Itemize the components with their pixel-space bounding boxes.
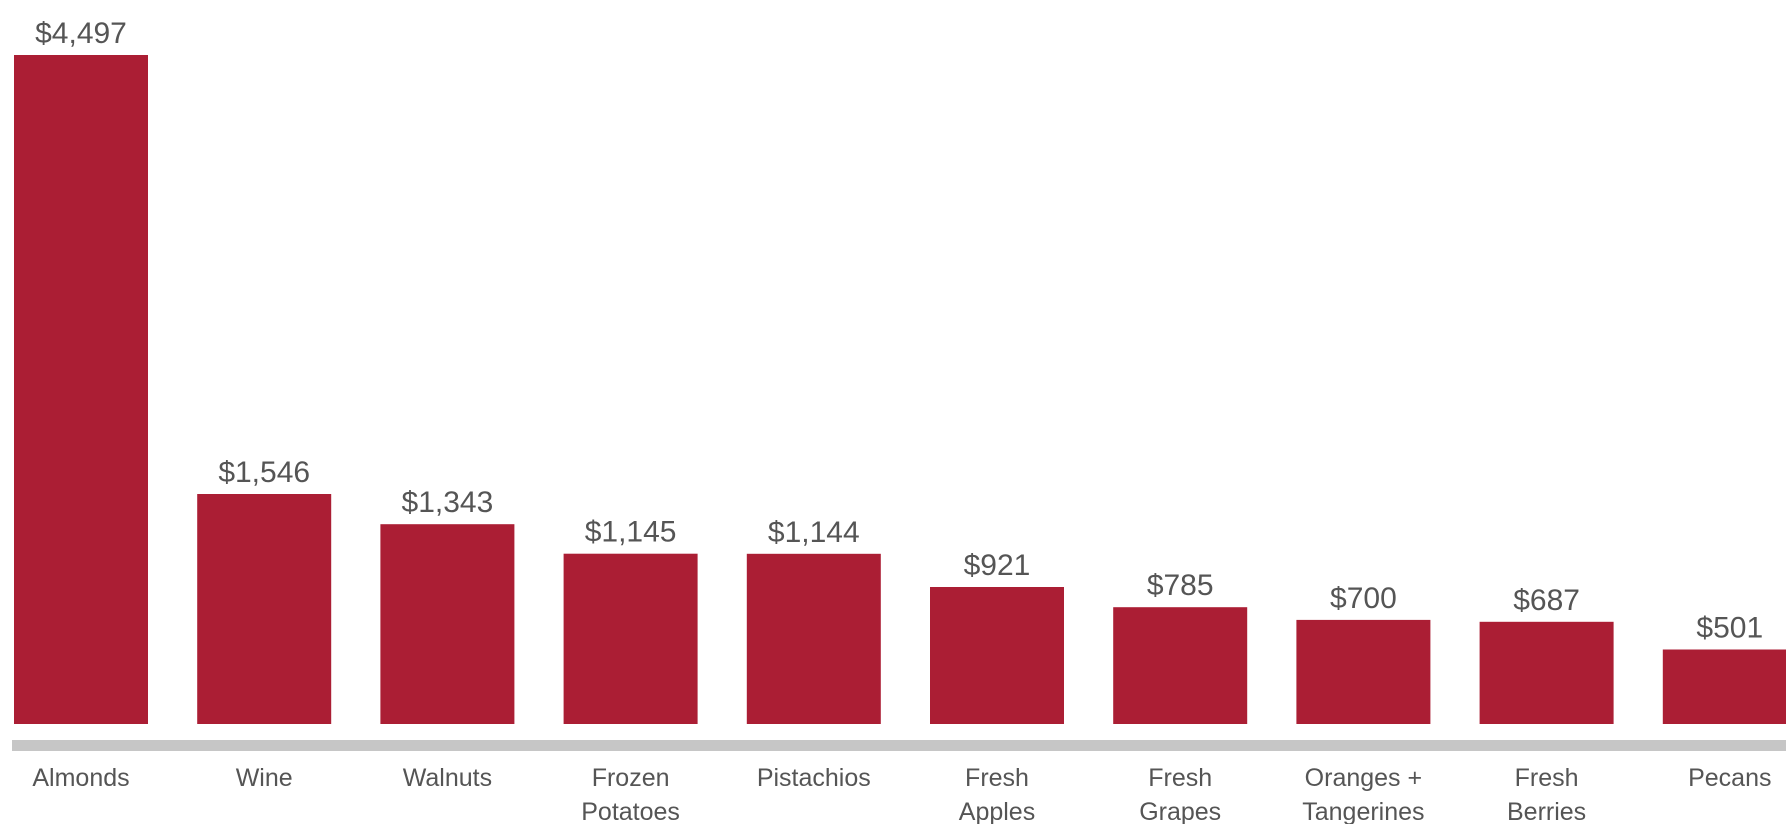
bar-pistachios [746, 553, 881, 724]
bar-almonds [14, 55, 148, 724]
bar-fresh-apples [930, 587, 1064, 724]
value-label-wine: $1,546 [218, 456, 310, 489]
value-label-pecans: $501 [1696, 612, 1763, 645]
bars-group [14, 55, 1786, 724]
category-label-pistachios: Pistachios [757, 764, 871, 792]
bar-wine [197, 494, 332, 724]
bar-frozen-potatoes [563, 553, 698, 724]
value-labels-group: $4,497 $1,546 $1,343 $1,145 $1,144 $921 $785 $7… [35, 17, 1763, 645]
category-label-oranges-tangerines: Oranges + Tangerines [1302, 764, 1424, 824]
category-label-fresh-apples: Fresh Apples [959, 764, 1035, 824]
value-label-frozen-potatoes: $1,145 [585, 516, 677, 549]
category-label-frozen-potatoes: Frozen Potatoes [581, 764, 680, 824]
value-label-walnuts: $1,343 [402, 486, 494, 519]
bar-fresh-grapes [1113, 607, 1248, 724]
category-label-fresh-berries: Fresh Berries [1507, 764, 1586, 824]
value-label-almonds: $4,497 [35, 17, 127, 50]
bar-walnuts [380, 524, 515, 724]
x-axis-baseline [12, 740, 1786, 751]
category-label-fresh-grapes: Fresh Grapes [1139, 764, 1221, 824]
value-label-fresh-berries: $687 [1513, 584, 1580, 617]
bar-pecans [1662, 649, 1786, 724]
bar-fresh-berries [1479, 621, 1614, 724]
bar-oranges-tangerines [1296, 619, 1431, 724]
category-label-walnuts: Walnuts [403, 764, 492, 792]
value-label-pistachios: $1,144 [768, 516, 860, 549]
category-labels-group: Almonds Wine Walnuts Frozen Potatoes Pistachi… [32, 764, 1771, 824]
value-label-fresh-apples: $921 [964, 549, 1031, 582]
value-label-fresh-grapes: $785 [1147, 569, 1214, 602]
category-label-almonds: Almonds [32, 764, 129, 792]
value-label-oranges-tangerines: $700 [1330, 582, 1397, 615]
category-label-wine: Wine [236, 764, 293, 792]
category-label-pecans: Pecans [1688, 764, 1771, 792]
